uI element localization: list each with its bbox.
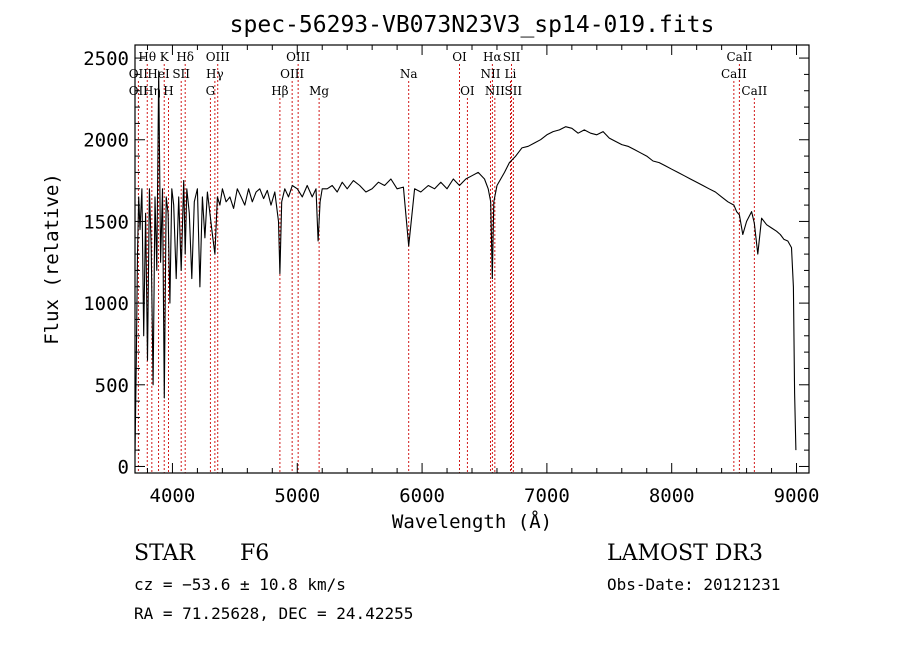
observation-date: Obs-Date: 20121231 <box>607 575 780 594</box>
line-label-27: CaII <box>741 84 767 98</box>
line-label-2: Hδ <box>176 50 194 64</box>
x-axis-label: Wavelength (Å) <box>392 510 552 533</box>
line-label-7: SII <box>503 50 521 64</box>
y-tick-label-5: 2500 <box>83 48 129 70</box>
plot-frame <box>134 44 810 474</box>
y-axis-ticks: 0 500 1000 1500 2000 2500 <box>83 48 809 478</box>
line-label-22: Hβ <box>271 84 288 98</box>
line-label-13: OIII <box>280 67 304 81</box>
x-tick-label-2: 6000 <box>399 485 445 507</box>
y-tick-label-1: 500 <box>95 375 129 397</box>
line-label-1: K <box>160 50 170 64</box>
line-label-16: Li <box>505 67 517 81</box>
y-tick-label-4: 2000 <box>83 130 129 152</box>
x-axis-ticks: 4000 5000 6000 7000 8000 9000 <box>146 45 820 507</box>
line-label-3: OIII <box>206 50 230 64</box>
line-label-5: OI <box>452 50 467 64</box>
line-label-15: NII <box>480 67 500 81</box>
x-tick-label-3: 7000 <box>524 485 570 507</box>
object-class: STAR <box>134 541 196 566</box>
line-label-25: NII <box>485 84 505 98</box>
y-tick-label-2: 1000 <box>83 293 129 315</box>
chart-title: spec-56293-VB073N23V3_sp14-019.fits <box>230 12 715 38</box>
y-tick-label-0: 0 <box>118 456 129 478</box>
line-label-17: CaII <box>721 67 747 81</box>
coordinates-text: RA = 71.25628, DEC = 24.42255 <box>134 604 413 623</box>
line-label-20: H <box>163 84 173 98</box>
line-label-24: OI <box>460 84 475 98</box>
line-label-8: CaII <box>726 50 752 64</box>
line-label-21: G <box>206 84 216 98</box>
spectrum-line <box>134 70 797 454</box>
spectral-line-markers <box>137 64 755 473</box>
line-label-0: Hθ <box>138 50 156 64</box>
line-label-26: SII <box>504 84 522 98</box>
line-label-14: Na <box>400 67 418 81</box>
line-label-6: Hα <box>483 50 502 64</box>
x-tick-label-0: 4000 <box>150 485 196 507</box>
redshift-text: cz = −53.6 ± 10.8 km/s <box>134 575 346 594</box>
line-label-11: SII <box>172 67 190 81</box>
object-subclass: F6 <box>240 541 269 566</box>
y-tick-label-3: 1500 <box>83 211 129 233</box>
line-label-12: Hγ <box>206 67 224 81</box>
x-tick-label-1: 5000 <box>274 485 320 507</box>
line-label-4: OIII <box>286 50 310 64</box>
y-axis-label: Flux (relative) <box>41 173 63 345</box>
line-label-19: Hη <box>143 84 161 98</box>
x-tick-label-4: 8000 <box>649 485 695 507</box>
x-tick-label-5: 9000 <box>774 485 820 507</box>
survey-name: LAMOST DR3 <box>607 541 763 566</box>
line-label-23: Mg <box>309 84 329 98</box>
